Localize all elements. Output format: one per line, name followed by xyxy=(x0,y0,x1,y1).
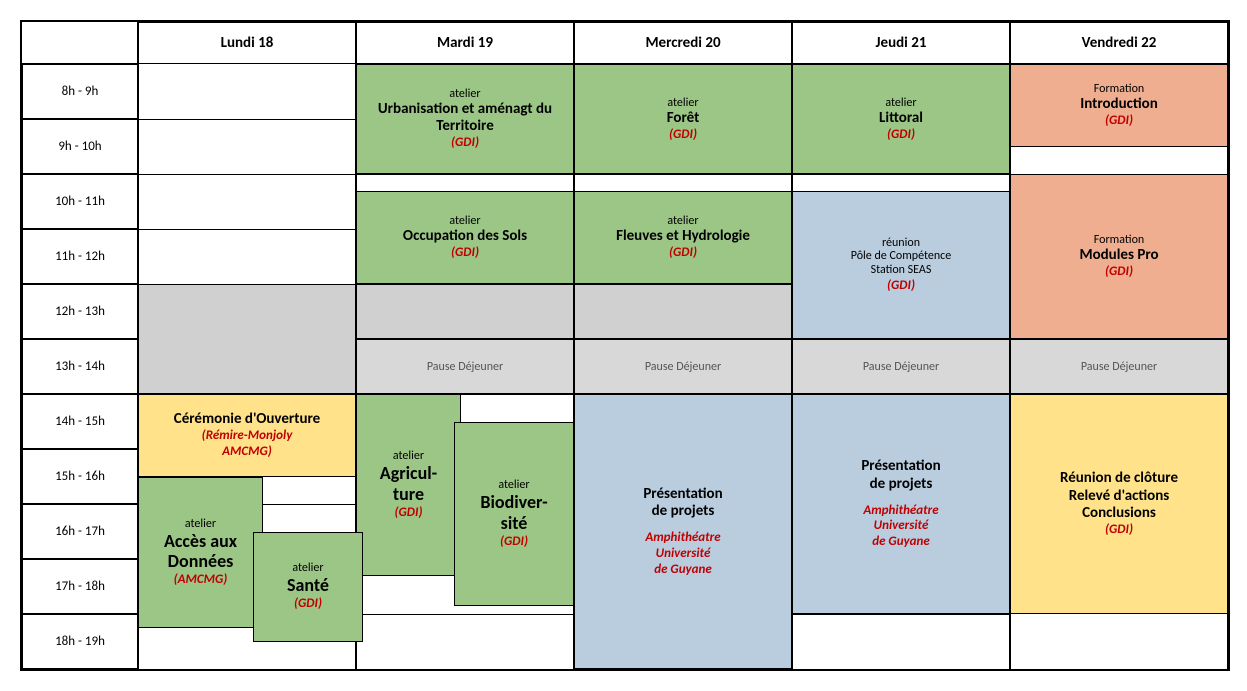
day-header: Vendredi 22 xyxy=(1010,22,1228,64)
event-location: (GDI) xyxy=(294,596,322,612)
event-block: atelierOccupation des Sols(GDI) xyxy=(356,191,574,285)
time-cell: 14h - 15h xyxy=(22,394,138,449)
time-cell: 10h - 11h xyxy=(22,174,138,229)
event-tag: atelier xyxy=(393,449,424,463)
pause-label: Pause Déjeuner xyxy=(427,360,503,374)
schedule-container: Lundi 18 Mardi 19 Mercredi 20 Jeudi 21 V… xyxy=(20,20,1230,671)
time-cell: 9h - 10h xyxy=(22,119,138,174)
event-block: FormationIntroduction(GDI) xyxy=(1010,64,1228,147)
pause-label: Pause Déjeuner xyxy=(1081,360,1157,374)
event-location: (GDI) xyxy=(394,505,422,521)
event-title: Occupation des Sols xyxy=(403,228,527,245)
event-title: Santé xyxy=(287,575,329,596)
event-block: Pause Déjeuner xyxy=(1010,339,1228,394)
event-title: Urbanisation et aménagt du Territoire xyxy=(363,101,567,136)
event-tag: atelier xyxy=(185,517,216,531)
event-location: (Rémire-Monjoly AMCMG) xyxy=(202,428,293,459)
blank-block xyxy=(1010,614,1228,669)
event-location: (GDI) xyxy=(451,135,479,151)
time-cell: 15h - 16h xyxy=(22,449,138,504)
event-block: Pause Déjeuner xyxy=(574,339,792,394)
event-location: (GDI) xyxy=(500,534,528,550)
event-block: Cérémonie d'Ouverture(Rémire-Monjoly AMC… xyxy=(138,394,356,477)
event-title: Réunion de clôture Relevé d'actions Conc… xyxy=(1060,470,1178,522)
event-block: réunionPôle de Compétence Station SEAS(G… xyxy=(792,191,1010,340)
time-cell: 11h - 12h xyxy=(22,229,138,284)
event-tag: atelier xyxy=(667,214,698,228)
event-block: atelierAccès aux Données(AMCMG) xyxy=(138,477,263,628)
event-tag: atelier xyxy=(667,96,698,110)
event-title: Accès aux Données xyxy=(145,531,256,572)
event-tag: atelier xyxy=(292,561,323,575)
event-location: (GDI) xyxy=(1105,264,1133,280)
header-row: Lundi 18 Mardi 19 Mercredi 20 Jeudi 21 V… xyxy=(22,22,1228,64)
event-block: atelierAgricul- ture(GDI) xyxy=(356,394,461,576)
event-title: Biodiver- sité xyxy=(480,492,547,533)
event-tag: réunion xyxy=(882,236,920,250)
event-block: atelierSanté(GDI) xyxy=(253,532,363,642)
event-block: Présentation de projets Amphithéatre Univ… xyxy=(792,394,1010,614)
event-tag: atelier xyxy=(449,214,480,228)
time-cell: 8h - 9h xyxy=(22,64,138,119)
event-tag: atelier xyxy=(498,478,529,492)
event-title: Littoral xyxy=(879,110,923,127)
event-title: Fleuves et Hydrologie xyxy=(616,228,750,245)
event-block: atelierUrbanisation et aménagt du Territ… xyxy=(356,64,574,174)
event-title: Présentation de projets xyxy=(861,458,940,493)
event-tag: atelier xyxy=(885,96,916,110)
event-location: (AMCMG) xyxy=(174,572,228,588)
time-cell: 12h - 13h xyxy=(22,284,138,339)
event-block: Présentation de projets Amphithéatre Univ… xyxy=(574,394,792,669)
event-location: (GDI) xyxy=(1105,113,1133,129)
time-cell: 17h - 18h xyxy=(22,559,138,614)
event-tag: Formation xyxy=(1094,82,1144,96)
grid-area: Pause Déjeuner Pause Déjeuner Pause Déjeun… xyxy=(138,64,1228,669)
event-block: Pause Déjeuner xyxy=(356,339,574,394)
event-location: (GDI) xyxy=(887,127,915,143)
event-title: Agricul- ture xyxy=(380,463,437,504)
day-header: Lundi 18 xyxy=(138,22,356,64)
event-location: (GDI) xyxy=(1105,522,1133,538)
event-block: atelierLittoral(GDI) xyxy=(792,64,1010,174)
event-block: atelierBiodiver- sité(GDI) xyxy=(454,422,574,606)
day-header: Mercredi 20 xyxy=(574,22,792,64)
event-location: Amphithéatre Université de Guyane xyxy=(863,503,938,550)
event-title: Modules Pro xyxy=(1079,247,1158,264)
event-title: Pôle de Compétence Station SEAS xyxy=(851,250,951,278)
event-block xyxy=(356,284,574,339)
event-block: Réunion de clôture Relevé d'actions Conc… xyxy=(1010,394,1228,614)
time-column: 8h - 9h9h - 10h10h - 11h11h - 12h12h - 1… xyxy=(22,64,138,669)
event-block: atelierForêt(GDI) xyxy=(574,64,792,174)
event-title: Forêt xyxy=(667,110,700,127)
blank-block xyxy=(1010,147,1228,175)
event-location: (GDI) xyxy=(451,245,479,261)
event-title: Introduction xyxy=(1080,96,1158,113)
event-location: (GDI) xyxy=(887,278,915,294)
event-location: (GDI) xyxy=(669,245,697,261)
event-block xyxy=(138,284,356,394)
event-block: Pause Déjeuner xyxy=(792,339,1010,394)
corner-cell xyxy=(22,22,138,64)
time-cell: 18h - 19h xyxy=(22,614,138,669)
event-location: (GDI) xyxy=(669,127,697,143)
event-block: atelierFleuves et Hydrologie(GDI) xyxy=(574,191,792,285)
event-block: FormationModules Pro(GDI) xyxy=(1010,174,1228,339)
event-tag: Formation xyxy=(1094,233,1144,247)
time-cell: 13h - 14h xyxy=(22,339,138,394)
day-header: Jeudi 21 xyxy=(792,22,1010,64)
event-title: Présentation de projets xyxy=(643,486,722,521)
event-tag: atelier xyxy=(449,87,480,101)
event-title: Cérémonie d'Ouverture xyxy=(174,411,320,428)
time-cell: 16h - 17h xyxy=(22,504,138,559)
event-block xyxy=(574,284,792,339)
day-header: Mardi 19 xyxy=(356,22,574,64)
pause-label: Pause Déjeuner xyxy=(645,360,721,374)
pause-label: Pause Déjeuner xyxy=(863,360,939,374)
event-location: Amphithéatre Université de Guyane xyxy=(645,530,720,577)
